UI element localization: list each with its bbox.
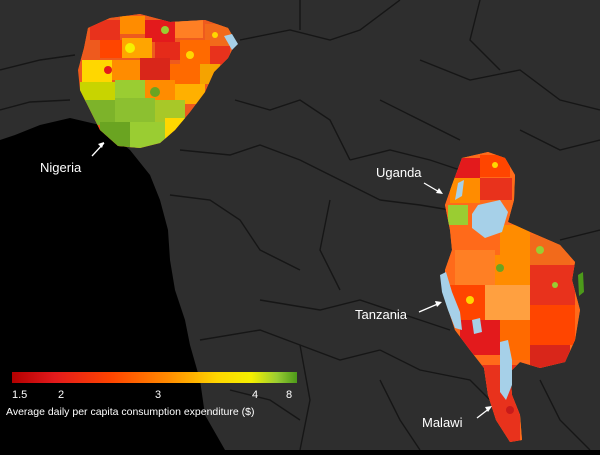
- arrowhead-uganda: [436, 188, 443, 194]
- label-malawi: Malawi: [422, 406, 492, 430]
- color-legend: 1.5 2 3 4 8 Average daily per capita con…: [6, 372, 297, 418]
- label-tanzania: Tanzania: [355, 301, 442, 322]
- lake-malawi: [500, 340, 512, 400]
- arrowhead-nigeria: [98, 142, 104, 148]
- lake-tanganyika: [440, 272, 462, 330]
- legend-tick-4: 4: [252, 389, 258, 401]
- legend-tick-8: 8: [286, 389, 292, 401]
- lake-rukwa: [472, 318, 482, 334]
- legend-tick-1-5: 1.5: [12, 389, 27, 401]
- label-nigeria-text: Nigeria: [40, 160, 82, 175]
- legend-tick-3: 3: [155, 389, 161, 401]
- label-uganda: Uganda: [376, 165, 443, 194]
- label-uganda-text: Uganda: [376, 165, 422, 180]
- legend-gradient-bar: [12, 372, 297, 383]
- legend-tick-2: 2: [58, 389, 64, 401]
- zanzibar-island: [578, 272, 584, 296]
- label-tanzania-text: Tanzania: [355, 307, 408, 322]
- lake-victoria: [472, 200, 508, 238]
- arrowhead-tanzania: [435, 301, 442, 307]
- lake-chad: [224, 34, 238, 50]
- arrowhead-malawi: [485, 406, 492, 412]
- legend-caption: Average daily per capita consumption exp…: [6, 406, 254, 418]
- lake-albert: [455, 180, 464, 200]
- label-malawi-text: Malawi: [422, 415, 463, 430]
- nigeria-region: [78, 14, 238, 148]
- label-nigeria: Nigeria: [40, 142, 105, 175]
